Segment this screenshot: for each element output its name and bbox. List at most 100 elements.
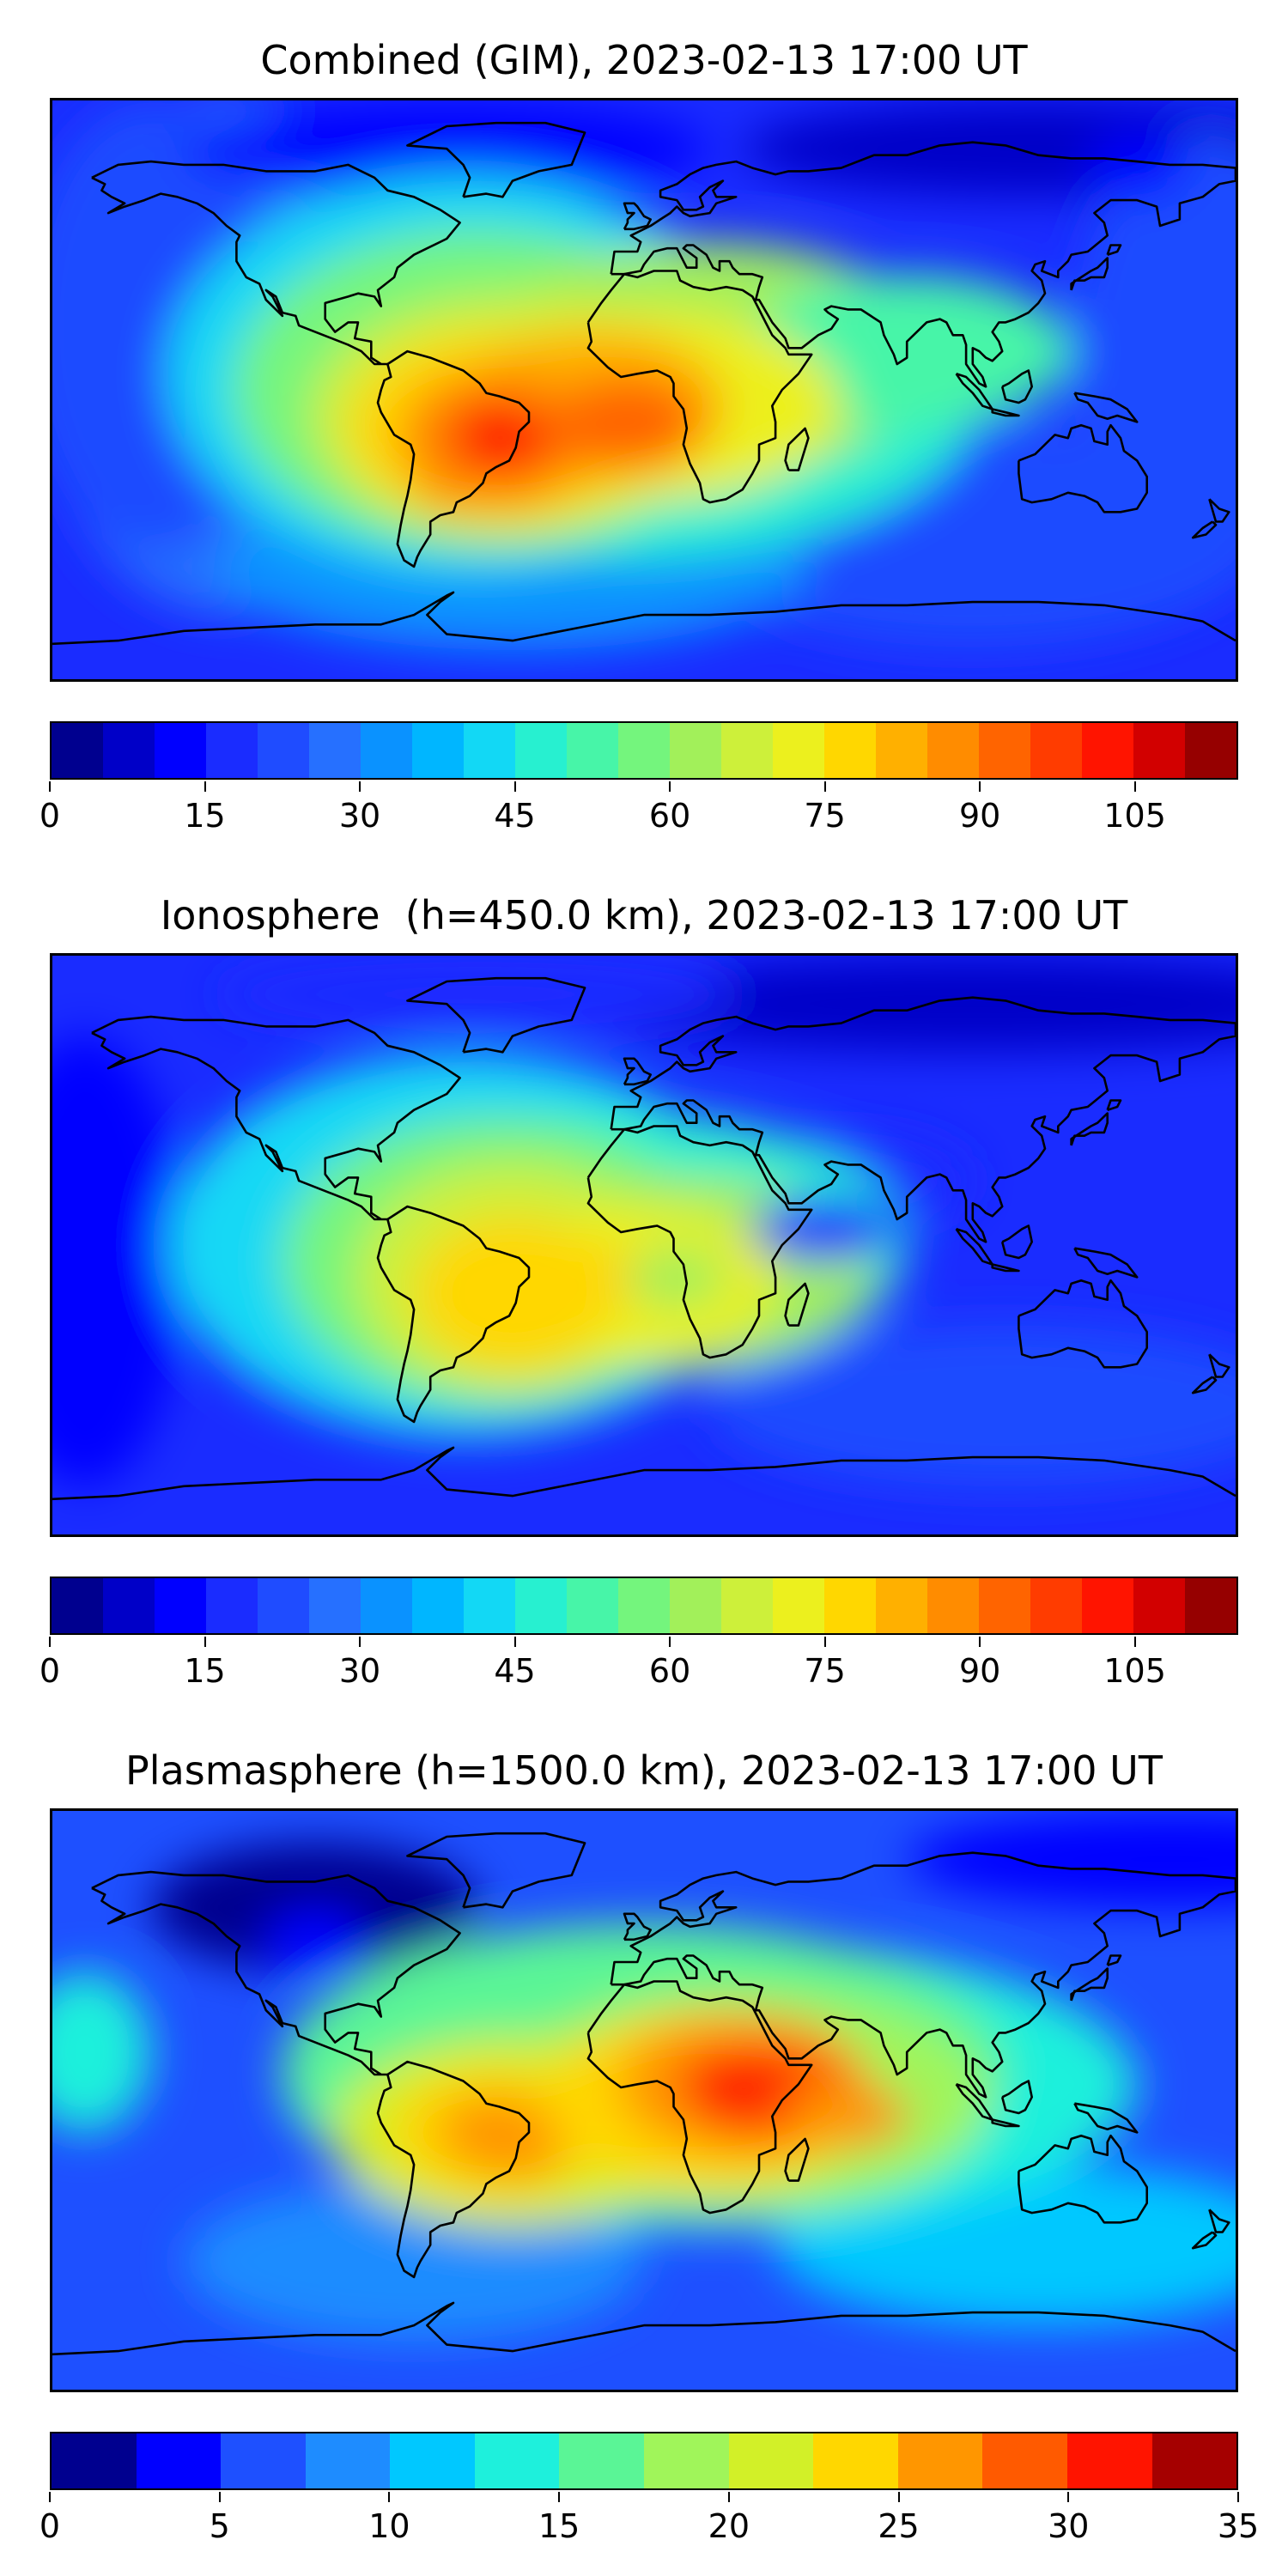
colorbar-swatch [52, 2433, 137, 2488]
colorbar-swatch [1030, 723, 1082, 778]
field-peak [1085, 133, 1189, 196]
colorbar-swatch [103, 1578, 155, 1633]
coastline [1106, 1954, 1122, 1966]
coastline [623, 1057, 653, 1086]
heatmap-svg [52, 100, 1236, 679]
colorbar-tick [49, 2492, 51, 2502]
colorbar-tick-label: 25 [878, 2507, 920, 2545]
field-peak [592, 391, 696, 453]
colorbar-swatch [670, 1578, 721, 1633]
colorbar-tick-label: 45 [494, 1652, 536, 1690]
colorbar-tick [669, 1637, 671, 1647]
colorbar-tick [49, 781, 51, 792]
coastline [991, 2118, 1020, 2128]
colorbar-swatch [721, 723, 773, 778]
colorbar-swatch [773, 723, 824, 778]
field-peak [460, 2117, 564, 2180]
colorbar-swatch [876, 723, 927, 778]
coastline [1070, 1967, 1109, 2002]
colorbar-tick-label: 5 [209, 2507, 230, 2545]
colorbar-swatch [773, 1578, 824, 1633]
coastline [586, 1125, 813, 1359]
colorbar-swatch [728, 2433, 814, 2488]
field-peak [444, 407, 548, 470]
heatmap-svg [52, 1811, 1236, 2390]
colorbar-swatch [559, 2433, 645, 2488]
colorbar-swatch [982, 2433, 1067, 2488]
colorbar-tick [513, 1637, 516, 1647]
colorbar-tick-label: 0 [39, 797, 61, 835]
coastline [52, 591, 1236, 646]
colorbar-swatch [824, 723, 876, 778]
coastlines [52, 1832, 1236, 2356]
colorbar-swatch [1185, 723, 1236, 778]
colorbar-swatch [1082, 723, 1133, 778]
coastline [991, 1263, 1020, 1273]
colorbar-swatch [515, 1578, 567, 1633]
coastline [1000, 1224, 1033, 1260]
coastline [1000, 2080, 1033, 2115]
panel-title: Combined (GIM), 2023-02-13 17:00 UT [260, 37, 1028, 83]
coastline [1070, 1112, 1109, 1146]
colorbar-tick-label: 45 [494, 797, 536, 835]
colorbar-tick-label: 10 [368, 2507, 410, 2545]
colorbar-ticks-combined: 0 15 30 45 60 75 90 105 [39, 781, 1238, 835]
colorbar-tick [1133, 1637, 1136, 1647]
colorbar-tick-label: 75 [804, 1652, 846, 1690]
colorbar-swatch [1066, 2433, 1152, 2488]
panel-title: Ionosphere (h=450.0 km), 2023-02-13 17:0… [160, 892, 1128, 939]
coastline [1191, 520, 1218, 539]
colorbar-tick [388, 2492, 391, 2502]
coastline [376, 349, 531, 568]
colorbar-swatch [567, 1578, 618, 1633]
colorbar-tick [204, 1637, 206, 1647]
coastline [1018, 2134, 1148, 2224]
coastline [610, 996, 1236, 1243]
coastline [1208, 1353, 1230, 1378]
field-peak [264, 1908, 368, 1971]
colorbar-swatch [309, 1578, 361, 1633]
colorbar-swatch [1133, 1578, 1185, 1633]
field-peak [690, 2053, 794, 2116]
field-contour [907, 1811, 1236, 1908]
coastline [1191, 2231, 1218, 2250]
colorbar-swatch [1151, 2433, 1237, 2488]
colorbar-swatch [309, 723, 361, 778]
colorbar-tick-label: 60 [648, 797, 691, 835]
colorbar-tick-label: 30 [1048, 2507, 1090, 2545]
colorbar-tick [979, 781, 981, 792]
colorbar-tick-label: 15 [538, 2507, 580, 2545]
coastline [610, 141, 1236, 388]
colorbar-swatch [644, 2433, 729, 2488]
colorbar-swatch [927, 723, 979, 778]
colorbar-tick-label: 75 [804, 797, 846, 835]
colorbar-swatch [515, 723, 567, 778]
colorbar-tick [359, 781, 361, 792]
coastlines [52, 976, 1236, 1501]
field-peak [773, 1198, 877, 1261]
coastline [1073, 392, 1139, 423]
colorbar-swatch [1030, 1578, 1082, 1633]
coastline [1073, 1247, 1139, 1279]
colorbar-swatch [474, 2433, 560, 2488]
colorbar-tick [204, 781, 206, 792]
colorbar-plasmasphere [50, 2432, 1238, 2490]
colorbar-tick [1133, 781, 1136, 792]
coastline [1106, 1099, 1122, 1111]
colorbar-swatch [258, 1578, 309, 1633]
colorbar-swatch [1133, 723, 1185, 778]
colorbar-ticks-ionosphere: 0 15 30 45 60 75 90 105 [39, 1637, 1238, 1690]
coastline [623, 1912, 653, 1941]
colorbar-swatch [1185, 1578, 1236, 1633]
colorbar-tick [669, 781, 671, 792]
coastline [406, 1832, 586, 1909]
coastline [1208, 2208, 1230, 2233]
colorbar-tick-label: 15 [184, 797, 226, 835]
colorbar-tick [727, 2492, 730, 2502]
colorbar-swatch [979, 1578, 1030, 1633]
colorbar-swatch [618, 723, 670, 778]
colorbar-swatch [464, 1578, 515, 1633]
colorbar-swatch [361, 1578, 412, 1633]
coastline [1208, 498, 1230, 523]
colorbar-swatch [155, 723, 206, 778]
